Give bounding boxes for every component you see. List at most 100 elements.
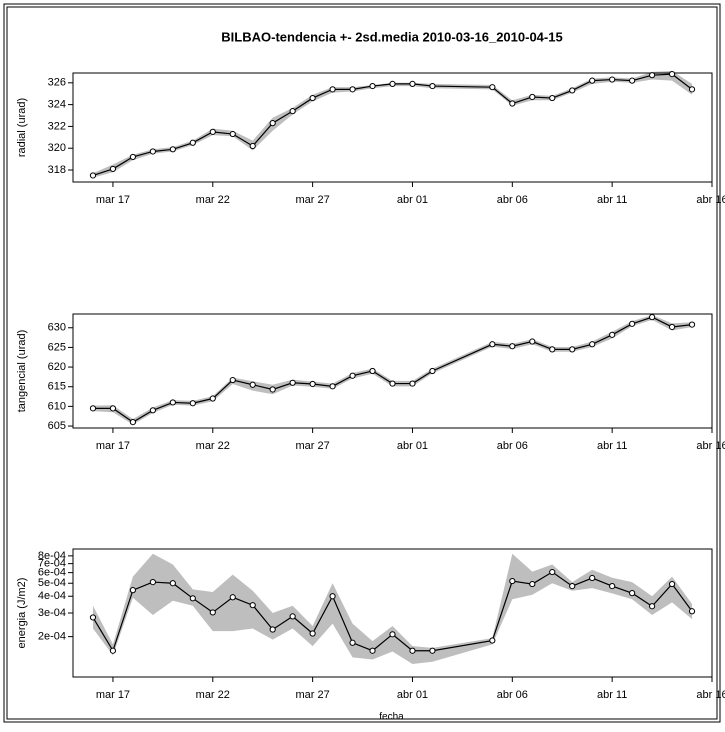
data-point bbox=[648, 314, 656, 321]
data-point bbox=[549, 94, 556, 102]
x-tick-label: abr 06 bbox=[497, 689, 528, 701]
x-tick-label: mar 27 bbox=[296, 194, 330, 206]
y-tick-label: 610 bbox=[48, 400, 66, 412]
y-tick-label: 4e-04 bbox=[38, 590, 66, 602]
x-tick-label: mar 22 bbox=[196, 440, 230, 452]
x-tick-label: mar 17 bbox=[96, 194, 130, 206]
x-tick-label: mar 17 bbox=[96, 440, 130, 452]
data-point bbox=[549, 346, 556, 353]
data-point bbox=[589, 574, 596, 582]
plot-box bbox=[72, 72, 713, 183]
data-point bbox=[349, 372, 356, 379]
data-point bbox=[229, 594, 236, 601]
data-point bbox=[309, 630, 316, 637]
data-point bbox=[129, 419, 137, 426]
data-point bbox=[89, 405, 97, 412]
frame bbox=[6, 6, 718, 720]
x-tick-label: mar 17 bbox=[96, 689, 130, 701]
data-point bbox=[369, 367, 376, 375]
data-point bbox=[629, 590, 636, 597]
x-tick-label: abr 16 bbox=[696, 194, 725, 206]
y-tick-label: 320 bbox=[48, 142, 66, 154]
y-tick-label: 318 bbox=[48, 164, 66, 176]
data-point bbox=[609, 583, 616, 590]
data-point bbox=[269, 120, 276, 127]
y-tick-label: 605 bbox=[48, 420, 66, 432]
y-tick-label: 3e-04 bbox=[38, 607, 66, 619]
data-point bbox=[429, 82, 436, 90]
data-point bbox=[229, 376, 236, 384]
data-point bbox=[109, 405, 117, 412]
y-tick-label: 8e-04 bbox=[38, 550, 66, 562]
plot-box bbox=[72, 313, 713, 429]
x-tick-label: mar 22 bbox=[196, 689, 230, 701]
data-point bbox=[169, 146, 176, 153]
data-point bbox=[648, 72, 656, 79]
data-point bbox=[589, 341, 596, 348]
data-point bbox=[668, 323, 676, 331]
y-tick-label: 615 bbox=[48, 381, 66, 393]
data-line bbox=[92, 73, 693, 177]
data-point bbox=[89, 172, 97, 179]
data-point bbox=[309, 380, 316, 388]
x-tick-label: abr 11 bbox=[597, 440, 627, 452]
data-point bbox=[609, 76, 616, 83]
band bbox=[92, 315, 693, 425]
data-point bbox=[529, 338, 536, 345]
data-point bbox=[289, 379, 296, 386]
x-axis-label: fecha bbox=[379, 712, 404, 723]
data-point bbox=[269, 626, 276, 633]
data-point bbox=[529, 93, 536, 101]
data-point bbox=[409, 647, 416, 654]
data-point bbox=[249, 381, 256, 388]
y-tick-label: 2e-04 bbox=[38, 631, 66, 643]
data-point bbox=[249, 602, 256, 609]
data-point bbox=[329, 86, 336, 93]
data-point bbox=[129, 153, 137, 161]
frame bbox=[3, 3, 721, 723]
data-point bbox=[189, 400, 196, 407]
y-tick-label: 630 bbox=[48, 322, 66, 334]
y-tick-label: 326 bbox=[48, 77, 66, 89]
data-point bbox=[249, 142, 256, 150]
data-point bbox=[169, 399, 176, 406]
data-point bbox=[668, 70, 676, 78]
x-tick-label: abr 11 bbox=[597, 689, 627, 701]
data-point bbox=[169, 580, 176, 587]
data-point bbox=[688, 321, 696, 328]
data-point bbox=[629, 320, 636, 327]
data-point bbox=[489, 84, 496, 91]
data-point bbox=[109, 647, 117, 654]
data-point bbox=[189, 595, 196, 602]
x-tick-label: abr 01 bbox=[397, 194, 428, 206]
data-point bbox=[309, 94, 316, 102]
data-point bbox=[429, 367, 436, 375]
data-point bbox=[189, 139, 196, 146]
y-axis-label: radial (urad) bbox=[16, 98, 28, 157]
data-point bbox=[688, 608, 696, 615]
data-point bbox=[109, 165, 117, 173]
data-point bbox=[589, 77, 596, 84]
y-tick-label: 7e-04 bbox=[38, 558, 66, 570]
data-point bbox=[668, 580, 676, 588]
data-point bbox=[289, 613, 296, 620]
y-tick-label: 5e-04 bbox=[38, 577, 66, 589]
y-axis-label: energia (J/m2) bbox=[16, 578, 28, 649]
data-point bbox=[609, 331, 616, 338]
data-point bbox=[429, 647, 436, 654]
data-point bbox=[209, 395, 216, 402]
data-point bbox=[149, 407, 156, 414]
data-point bbox=[209, 609, 216, 616]
data-point bbox=[349, 86, 356, 93]
y-tick-label: 620 bbox=[48, 361, 66, 373]
data-point bbox=[369, 82, 376, 90]
data-point bbox=[229, 130, 236, 138]
data-line bbox=[92, 316, 693, 423]
x-tick-label: abr 01 bbox=[397, 689, 428, 701]
data-point bbox=[369, 647, 376, 654]
data-point bbox=[629, 77, 636, 84]
x-tick-label: mar 27 bbox=[296, 689, 330, 701]
data-point bbox=[529, 580, 536, 588]
data-point bbox=[509, 100, 516, 107]
